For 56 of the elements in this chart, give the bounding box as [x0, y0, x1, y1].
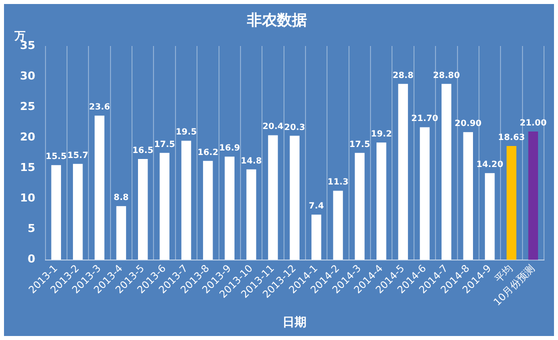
data-label: 21.70: [411, 114, 438, 124]
data-label: 28.8: [392, 70, 414, 81]
bar: [72, 164, 83, 260]
y-axis-title: 万: [14, 29, 26, 42]
bar: [268, 135, 278, 260]
bar: [160, 152, 170, 260]
data-label: 23.6: [89, 102, 110, 113]
data-label: 7.4: [308, 202, 324, 212]
y-tick-label: 30: [20, 69, 36, 82]
bar: [181, 140, 192, 260]
data-label: 16.9: [219, 144, 240, 154]
bar: [203, 160, 213, 260]
y-tick-label: 20: [20, 130, 36, 144]
bar: [506, 146, 516, 260]
data-label: 19.2: [370, 129, 392, 140]
bar: [528, 132, 538, 260]
y-tick-label: 0: [28, 252, 36, 266]
data-label: 16.5: [132, 146, 154, 156]
bar: [246, 169, 256, 260]
bar: [442, 84, 452, 260]
bar: [354, 152, 365, 260]
y-tick-label: 10: [20, 192, 36, 205]
data-label: 14.8: [240, 156, 262, 166]
data-label: 28.80: [432, 70, 460, 81]
data-label: 20.90: [454, 119, 482, 130]
bar: [484, 173, 495, 260]
bar: [333, 190, 343, 260]
x-axis-title: 日期: [282, 314, 307, 329]
data-label: 16.2: [197, 148, 218, 158]
data-label: 18.63: [498, 132, 526, 143]
bar: [376, 142, 386, 260]
bar: [420, 127, 430, 260]
data-label: 20.4: [262, 122, 284, 132]
bar: [51, 165, 62, 260]
bar: [224, 156, 234, 260]
bar: [138, 159, 148, 260]
bar: [94, 116, 104, 260]
data-label: 21.00: [520, 118, 547, 128]
data-label: 19.5: [176, 128, 197, 138]
data-label: 17.5: [349, 140, 370, 150]
y-tick-label: 5: [28, 222, 36, 236]
data-label: 17.5: [154, 140, 176, 150]
bar: [116, 206, 126, 260]
y-tick-label: 25: [20, 100, 36, 113]
y-tick-label: 15: [20, 161, 36, 174]
bar: [311, 214, 322, 260]
bar: [463, 132, 473, 260]
bar: [290, 136, 300, 260]
data-label: 14.20: [476, 160, 504, 170]
data-label: 20.3: [284, 122, 306, 133]
data-label: 11.3: [328, 178, 349, 188]
data-label: 8.8: [114, 193, 129, 204]
chart-title: 非农数据: [246, 10, 307, 29]
data-label: 15.7: [67, 150, 88, 161]
data-label: 15.5: [46, 152, 67, 162]
bar: [398, 84, 408, 260]
